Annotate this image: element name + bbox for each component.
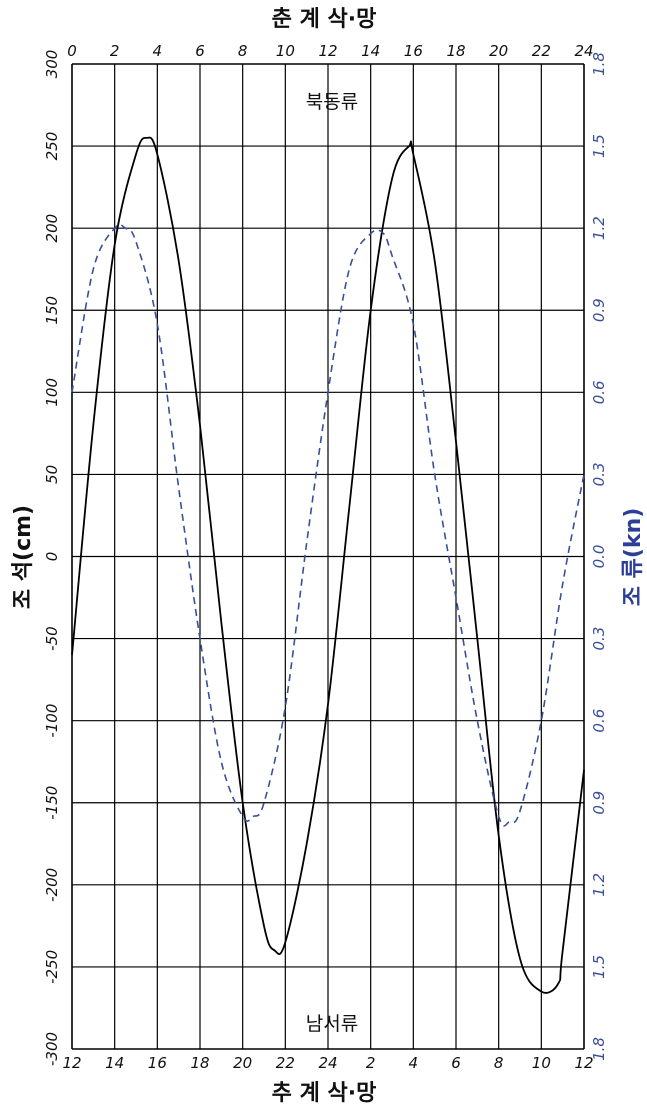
top-tick-label: 0 bbox=[67, 42, 77, 60]
top-tick-label: 4 bbox=[153, 42, 163, 60]
right-tick-label: 0.3 bbox=[590, 627, 608, 651]
right-tick-label: 0.6 bbox=[590, 380, 608, 404]
bottom-tick-label: 16 bbox=[148, 1054, 167, 1072]
left-tick-label: -250 bbox=[43, 950, 61, 984]
left-tick-label: 150 bbox=[43, 296, 61, 325]
plot-grid bbox=[71, 63, 585, 1050]
left-axis-label: 조 석(cm) bbox=[11, 505, 36, 609]
left-tick-label: 50 bbox=[43, 465, 61, 484]
bottom-tick-label: 14 bbox=[105, 1054, 124, 1072]
top-tick-label: 14 bbox=[361, 42, 380, 60]
bottom-tick-label: 10 bbox=[532, 1054, 551, 1072]
bottom-tick-label: 4 bbox=[409, 1054, 419, 1072]
top-tick-label: 24 bbox=[574, 42, 593, 60]
right-tick-label: 0.9 bbox=[590, 298, 608, 322]
bottom-tick-label: 20 bbox=[233, 1054, 252, 1072]
right-tick-label: 0.0 bbox=[590, 545, 608, 569]
top-tick-label: 18 bbox=[446, 42, 465, 60]
bottom-tick-label: 22 bbox=[276, 1054, 295, 1072]
top-tick-label: 6 bbox=[195, 42, 205, 60]
left-tick-label: -50 bbox=[43, 626, 61, 651]
right-tick-label: 1.8 bbox=[590, 52, 608, 76]
top-tick-label: 2 bbox=[110, 42, 120, 60]
left-tick-label: -200 bbox=[43, 868, 61, 902]
top-tick-label: 8 bbox=[238, 42, 248, 60]
tidal-current-line bbox=[71, 223, 585, 827]
bottom-axis-label: 추 계 삭·망 bbox=[272, 1081, 377, 1106]
top-tick-label: 12 bbox=[318, 42, 337, 60]
bottom-tick-label: 18 bbox=[190, 1054, 209, 1072]
right-tick-label: 1.2 bbox=[590, 873, 608, 897]
right-tick-label: 1.2 bbox=[590, 216, 608, 240]
top-tick-label: 22 bbox=[532, 42, 551, 60]
right-tick-label: 1.8 bbox=[590, 1037, 608, 1061]
left-tick-label: -300 bbox=[43, 1032, 61, 1066]
bottom-tick-label: 8 bbox=[494, 1054, 504, 1072]
left-tick-label: 0 bbox=[43, 552, 61, 562]
annotation-northeast-flow: 북동류 bbox=[306, 91, 358, 113]
bottom-tick-label: 12 bbox=[62, 1054, 81, 1072]
top-tick-label: 16 bbox=[404, 42, 423, 60]
top-tick-label: 10 bbox=[276, 42, 295, 60]
right-tick-label: 0.9 bbox=[590, 791, 608, 815]
left-tick-label: 250 bbox=[43, 132, 61, 161]
bottom-tick-label: 12 bbox=[574, 1054, 593, 1072]
right-axis-label: 조 류(kn) bbox=[621, 508, 646, 607]
bottom-tick-label: 2 bbox=[366, 1054, 376, 1072]
right-tick-label: 0.6 bbox=[590, 709, 608, 733]
series-layer bbox=[71, 136, 585, 994]
left-tick-label: 200 bbox=[43, 214, 61, 243]
left-tick-label: -150 bbox=[43, 786, 61, 820]
right-tick-label: 0.3 bbox=[590, 462, 608, 486]
top-tick-label: 20 bbox=[489, 42, 508, 60]
left-tick-label: -100 bbox=[43, 704, 61, 738]
bottom-tick-label: 6 bbox=[451, 1054, 461, 1072]
left-tick-label: 100 bbox=[43, 378, 61, 407]
left-tick-label: 300 bbox=[43, 50, 61, 79]
top-axis-label: 춘 계 삭·망 bbox=[272, 7, 377, 32]
tide-height-line bbox=[71, 136, 585, 994]
bottom-tick-label: 24 bbox=[318, 1054, 337, 1072]
right-tick-label: 1.5 bbox=[590, 955, 608, 979]
right-tick-label: 1.5 bbox=[590, 134, 608, 158]
annotation-southwest-flow: 남서류 bbox=[306, 1013, 358, 1035]
